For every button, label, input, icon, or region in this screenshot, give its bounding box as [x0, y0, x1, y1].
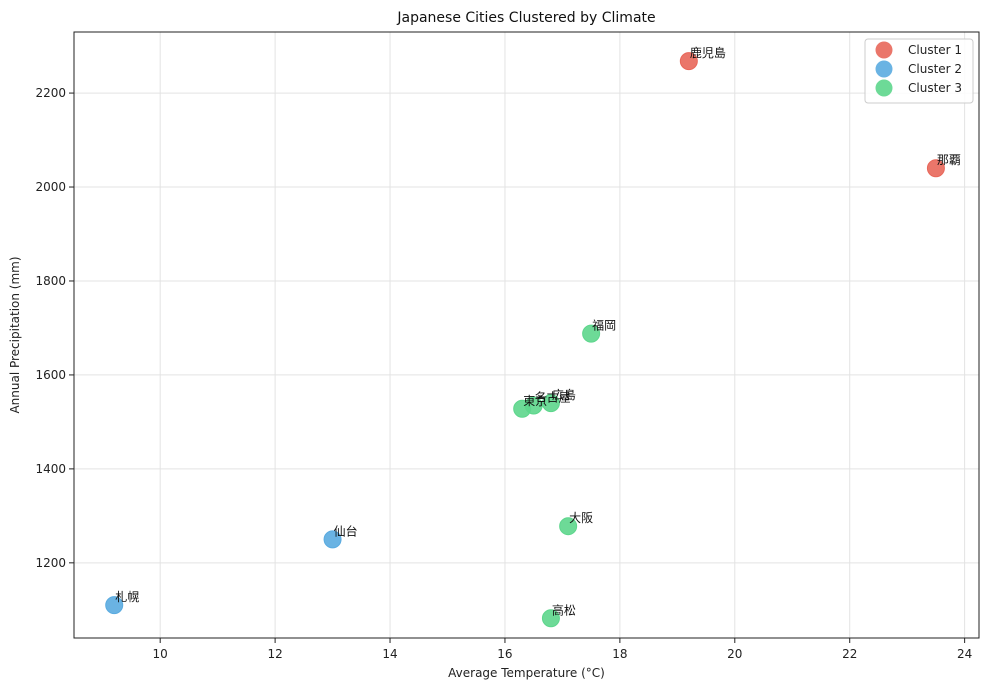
x-axis-title: Average Temperature (°C) [448, 666, 605, 680]
y-tick-label: 2200 [35, 86, 66, 100]
grid [74, 32, 979, 638]
legend-label: Cluster 2 [908, 62, 962, 76]
legend-label: Cluster 3 [908, 81, 962, 95]
data-label: 東京 [523, 394, 547, 408]
data-point [679, 52, 698, 71]
x-tick-label: 10 [153, 647, 168, 661]
legend-marker [875, 79, 893, 97]
y-tick-label: 1200 [35, 556, 66, 570]
data-label: 福岡 [592, 318, 616, 333]
y-tick-label: 1600 [35, 368, 66, 382]
data-point [513, 399, 532, 418]
x-tick-label: 22 [842, 647, 857, 661]
data-label: 高松 [552, 602, 576, 617]
legend-marker [875, 41, 893, 59]
data-label: 札幌 [115, 589, 139, 604]
data-point [582, 324, 601, 343]
data-point [926, 159, 945, 178]
plot-area [73, 31, 980, 639]
chart-title: Japanese Cities Clustered by Climate [396, 10, 655, 26]
data-point [541, 394, 560, 413]
y-tick-label: 1800 [35, 274, 66, 288]
y-tick-label: 1400 [35, 462, 66, 476]
y-axis-title: Annual Precipitation (mm) [8, 256, 22, 413]
x-tick-label: 12 [267, 647, 282, 661]
x-tick-label: 14 [382, 647, 397, 661]
x-tick-label: 20 [727, 647, 742, 661]
x-axis: 10 12 14 16 18 20 22 24 [153, 638, 972, 661]
data-label: 名古屋 [535, 389, 571, 404]
data-label: 鹿児島 [690, 45, 726, 60]
y-tick-label: 2000 [35, 180, 66, 194]
data-point [105, 596, 124, 615]
legend-label: Cluster 1 [908, 43, 962, 57]
y-axis: 1200 1400 1600 1800 2000 2200 [35, 86, 74, 570]
x-tick-label: 24 [957, 647, 972, 661]
data-label: 那覇 [937, 153, 961, 167]
data-point [541, 609, 560, 628]
x-tick-label: 18 [612, 647, 627, 661]
data-points [105, 52, 945, 628]
data-point [323, 530, 342, 549]
data-label: 大阪 [569, 511, 593, 525]
data-label: 仙台 [334, 523, 358, 538]
legend: Cluster 1 Cluster 2 Cluster 3 [864, 38, 974, 104]
x-tick-label: 16 [497, 647, 512, 661]
data-label: 広島 [552, 387, 576, 402]
data-point [559, 517, 578, 536]
legend-marker [875, 60, 893, 78]
